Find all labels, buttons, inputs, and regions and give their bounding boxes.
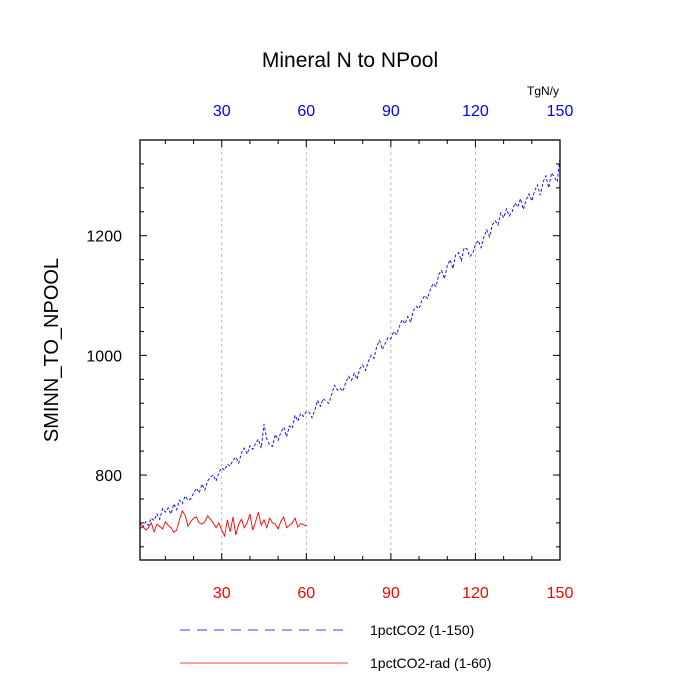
- axis-ticks: [140, 139, 561, 560]
- y-tick-label-800: 800: [95, 468, 122, 485]
- x-tick-label-top-150: 150: [547, 103, 574, 120]
- x-tick-label-top-90: 90: [382, 103, 400, 120]
- gridlines: [221, 140, 476, 560]
- x-tick-label-top-60: 60: [297, 103, 315, 120]
- y-tick-label-1000: 1000: [86, 348, 122, 365]
- x-tick-label-top-30: 30: [213, 103, 231, 120]
- series-line-0: [139, 157, 561, 529]
- legend-label-1pctco2-rad: 1pctCO2-rad (1-60): [370, 655, 491, 671]
- tick-labels: 30 30 60 60 90 90 120 120 150 150 800 1000 1200: [86, 103, 573, 602]
- series-line-1: [139, 509, 307, 538]
- x-tick-label-bottom-60: 60: [297, 585, 315, 602]
- units-label: TgN/y: [527, 84, 559, 98]
- y-tick-label-1200: 1200: [86, 229, 122, 246]
- x-tick-label-bottom-30: 30: [213, 585, 231, 602]
- y-axis-label: SMINN_TO_NPOOL: [41, 258, 63, 442]
- x-tick-label-bottom-120: 120: [462, 585, 489, 602]
- legend-label-1pctco2: 1pctCO2 (1-150): [370, 622, 474, 638]
- x-tick-label-top-120: 120: [462, 103, 489, 120]
- plot-frame: [139, 139, 561, 561]
- chart-title: Mineral N to NPool: [262, 49, 438, 72]
- legend: 1pctCO2 (1-150) 1pctCO2-rad (1-60): [180, 622, 491, 671]
- series-lines: [139, 157, 561, 538]
- x-tick-label-bottom-150: 150: [547, 585, 574, 602]
- x-tick-label-bottom-90: 90: [382, 585, 400, 602]
